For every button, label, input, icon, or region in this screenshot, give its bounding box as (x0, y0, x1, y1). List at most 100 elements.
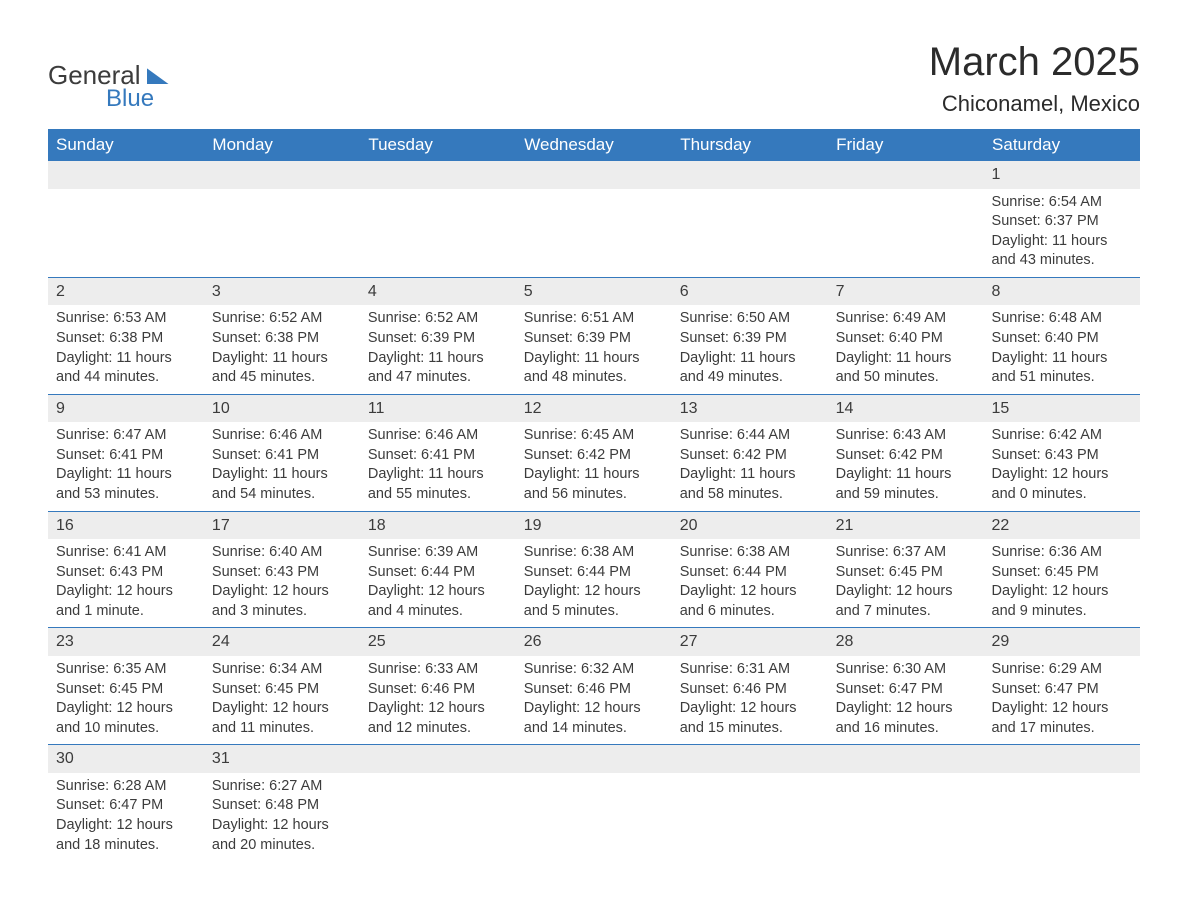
day-number-cell (48, 161, 204, 189)
daylight-line: Daylight: 12 hours and 1 minute. (56, 582, 196, 621)
sunset-line: Sunset: 6:47 PM (992, 680, 1132, 700)
day-detail-cell: Sunrise: 6:39 AMSunset: 6:44 PMDaylight:… (360, 539, 516, 628)
day-detail-cell: Sunrise: 6:34 AMSunset: 6:45 PMDaylight:… (204, 656, 360, 745)
day-number-cell (828, 745, 984, 773)
day-number-cell: 23 (48, 628, 204, 656)
day-header: Monday (204, 129, 360, 161)
daylight-line: Daylight: 11 hours and 47 minutes. (368, 349, 508, 388)
day-detail-cell: Sunrise: 6:52 AMSunset: 6:38 PMDaylight:… (204, 305, 360, 394)
day-number-cell: 22 (984, 511, 1140, 539)
sunset-line: Sunset: 6:45 PM (836, 563, 976, 583)
day-number-cell: 11 (360, 394, 516, 422)
sunrise-line: Sunrise: 6:43 AM (836, 426, 976, 446)
day-number-cell: 15 (984, 394, 1140, 422)
sunrise-line: Sunrise: 6:29 AM (992, 660, 1132, 680)
day-detail-row: Sunrise: 6:35 AMSunset: 6:45 PMDaylight:… (48, 656, 1140, 745)
day-detail-cell: Sunrise: 6:48 AMSunset: 6:40 PMDaylight:… (984, 305, 1140, 394)
day-number-cell: 9 (48, 394, 204, 422)
daylight-line: Daylight: 11 hours and 54 minutes. (212, 465, 352, 504)
day-detail-cell (984, 773, 1140, 861)
day-number-cell (828, 161, 984, 189)
sunrise-line: Sunrise: 6:36 AM (992, 543, 1132, 563)
daylight-line: Daylight: 11 hours and 49 minutes. (680, 349, 820, 388)
daylight-line: Daylight: 12 hours and 18 minutes. (56, 816, 196, 855)
daylight-line: Daylight: 12 hours and 15 minutes. (680, 699, 820, 738)
day-header-row: SundayMondayTuesdayWednesdayThursdayFrid… (48, 129, 1140, 161)
sunrise-line: Sunrise: 6:28 AM (56, 777, 196, 797)
sunrise-line: Sunrise: 6:40 AM (212, 543, 352, 563)
day-detail-cell: Sunrise: 6:27 AMSunset: 6:48 PMDaylight:… (204, 773, 360, 861)
day-header: Wednesday (516, 129, 672, 161)
daylight-line: Daylight: 12 hours and 11 minutes. (212, 699, 352, 738)
sunrise-line: Sunrise: 6:34 AM (212, 660, 352, 680)
sunrise-line: Sunrise: 6:38 AM (524, 543, 664, 563)
day-number-cell: 6 (672, 277, 828, 305)
sunset-line: Sunset: 6:42 PM (836, 446, 976, 466)
sunrise-line: Sunrise: 6:52 AM (368, 309, 508, 329)
daylight-line: Daylight: 12 hours and 10 minutes. (56, 699, 196, 738)
day-number-row: 9101112131415 (48, 394, 1140, 422)
sunset-line: Sunset: 6:47 PM (836, 680, 976, 700)
day-number-cell: 17 (204, 511, 360, 539)
day-header: Saturday (984, 129, 1140, 161)
sunset-line: Sunset: 6:46 PM (680, 680, 820, 700)
day-number-cell: 18 (360, 511, 516, 539)
day-detail-cell (360, 189, 516, 278)
day-detail-row: Sunrise: 6:28 AMSunset: 6:47 PMDaylight:… (48, 773, 1140, 861)
sunrise-line: Sunrise: 6:41 AM (56, 543, 196, 563)
location-label: Chiconamel, Mexico (929, 91, 1140, 117)
sunset-line: Sunset: 6:46 PM (524, 680, 664, 700)
day-number-cell: 20 (672, 511, 828, 539)
sunset-line: Sunset: 6:39 PM (524, 329, 664, 349)
sunset-line: Sunset: 6:46 PM (368, 680, 508, 700)
day-number-cell: 24 (204, 628, 360, 656)
sunrise-line: Sunrise: 6:38 AM (680, 543, 820, 563)
daylight-line: Daylight: 11 hours and 44 minutes. (56, 349, 196, 388)
sunset-line: Sunset: 6:43 PM (992, 446, 1132, 466)
sunset-line: Sunset: 6:41 PM (368, 446, 508, 466)
sunrise-line: Sunrise: 6:37 AM (836, 543, 976, 563)
sunrise-line: Sunrise: 6:52 AM (212, 309, 352, 329)
day-number-cell: 1 (984, 161, 1140, 189)
day-number-cell (516, 745, 672, 773)
day-number-row: 2345678 (48, 277, 1140, 305)
day-detail-cell: Sunrise: 6:32 AMSunset: 6:46 PMDaylight:… (516, 656, 672, 745)
daylight-line: Daylight: 11 hours and 55 minutes. (368, 465, 508, 504)
calendar-body: 1Sunrise: 6:54 AMSunset: 6:37 PMDaylight… (48, 161, 1140, 861)
day-detail-cell: Sunrise: 6:53 AMSunset: 6:38 PMDaylight:… (48, 305, 204, 394)
day-number-cell (672, 161, 828, 189)
day-number-cell (360, 745, 516, 773)
sunset-line: Sunset: 6:48 PM (212, 796, 352, 816)
daylight-line: Daylight: 11 hours and 56 minutes. (524, 465, 664, 504)
day-number-cell (672, 745, 828, 773)
day-number-cell: 27 (672, 628, 828, 656)
sunset-line: Sunset: 6:38 PM (212, 329, 352, 349)
day-number-cell: 31 (204, 745, 360, 773)
sunset-line: Sunset: 6:41 PM (56, 446, 196, 466)
sunrise-line: Sunrise: 6:46 AM (212, 426, 352, 446)
daylight-line: Daylight: 11 hours and 43 minutes. (992, 232, 1132, 271)
day-number-cell: 28 (828, 628, 984, 656)
sunset-line: Sunset: 6:38 PM (56, 329, 196, 349)
sunrise-line: Sunrise: 6:49 AM (836, 309, 976, 329)
sunrise-line: Sunrise: 6:39 AM (368, 543, 508, 563)
sunset-line: Sunset: 6:43 PM (212, 563, 352, 583)
sunrise-line: Sunrise: 6:51 AM (524, 309, 664, 329)
day-detail-cell (672, 189, 828, 278)
day-number-cell (204, 161, 360, 189)
day-detail-cell: Sunrise: 6:29 AMSunset: 6:47 PMDaylight:… (984, 656, 1140, 745)
daylight-line: Daylight: 11 hours and 51 minutes. (992, 349, 1132, 388)
daylight-line: Daylight: 11 hours and 48 minutes. (524, 349, 664, 388)
day-number-cell: 19 (516, 511, 672, 539)
day-number-row: 3031 (48, 745, 1140, 773)
day-detail-cell: Sunrise: 6:49 AMSunset: 6:40 PMDaylight:… (828, 305, 984, 394)
sunrise-line: Sunrise: 6:35 AM (56, 660, 196, 680)
sunset-line: Sunset: 6:47 PM (56, 796, 196, 816)
day-header: Friday (828, 129, 984, 161)
day-detail-cell: Sunrise: 6:33 AMSunset: 6:46 PMDaylight:… (360, 656, 516, 745)
month-title: March 2025 (929, 40, 1140, 85)
daylight-line: Daylight: 12 hours and 3 minutes. (212, 582, 352, 621)
day-number-cell: 7 (828, 277, 984, 305)
sunrise-line: Sunrise: 6:46 AM (368, 426, 508, 446)
logo-triangle-icon (147, 68, 169, 84)
